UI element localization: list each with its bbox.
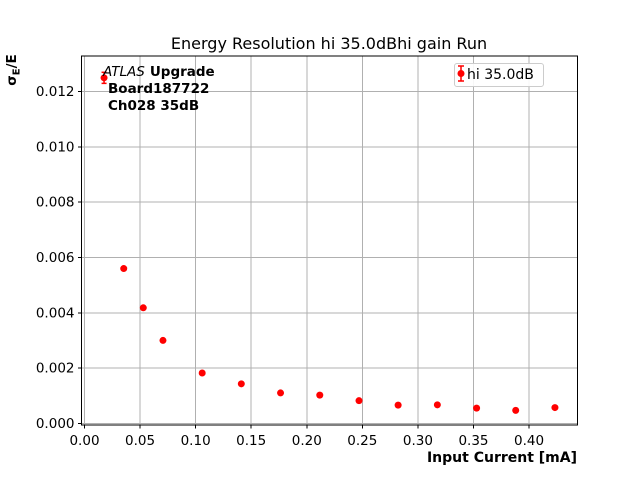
x-tick-label: 0.25 bbox=[347, 433, 377, 449]
y-axis-label-sigma: σ bbox=[4, 75, 20, 86]
data-point bbox=[139, 304, 147, 312]
annotation-atlas: ATLAS bbox=[103, 64, 145, 80]
x-axis-label: Input Current [mA] bbox=[426, 450, 577, 466]
x-tick-label: 0.10 bbox=[181, 433, 211, 449]
annotation-upgrade: Upgrade bbox=[149, 64, 215, 80]
y-tick-label: 0.010 bbox=[36, 139, 75, 155]
data-point bbox=[355, 397, 363, 405]
annotation-line-1: ATLAS Upgrade bbox=[103, 64, 215, 81]
data-point bbox=[159, 336, 167, 344]
data-point bbox=[551, 404, 559, 412]
y-axis-label-sub: E bbox=[11, 68, 23, 76]
x-tick-label: 0.30 bbox=[403, 433, 433, 449]
x-tick-label: 0.00 bbox=[69, 433, 99, 449]
annotation: ATLAS Upgrade Board187722 Ch028 35dB bbox=[103, 64, 215, 115]
y-tick-label: 0.012 bbox=[36, 84, 75, 100]
x-tick-label: 0.40 bbox=[514, 433, 544, 449]
y-tick-label: 0.004 bbox=[36, 305, 75, 321]
y-tick-label: 0.002 bbox=[36, 361, 75, 377]
data-point bbox=[120, 265, 128, 273]
y-tick-label: 0.008 bbox=[36, 195, 75, 211]
data-point bbox=[277, 389, 285, 397]
legend: hi 35.0dB bbox=[454, 63, 544, 87]
data-point bbox=[512, 406, 520, 414]
data-point bbox=[473, 404, 481, 412]
y-tick-label: 0.006 bbox=[36, 250, 75, 266]
annotation-line-3: Ch028 35dB bbox=[108, 98, 200, 114]
data-point bbox=[237, 380, 245, 388]
data-point bbox=[100, 74, 108, 82]
errorbar-marker-icon bbox=[457, 65, 465, 82]
y-axis-label-rest: /E bbox=[4, 54, 20, 69]
data-point bbox=[394, 401, 402, 409]
x-tick-label: 0.20 bbox=[292, 433, 322, 449]
data-point bbox=[198, 369, 206, 377]
data-point bbox=[316, 391, 324, 399]
annotation-line-2: Board187722 bbox=[108, 81, 210, 97]
axes-frame bbox=[81, 55, 578, 426]
x-tick-label: 0.05 bbox=[125, 433, 155, 449]
x-tick-label: 0.15 bbox=[236, 433, 266, 449]
chart-title: Energy Resolution hi 35.0dBhi gain Run bbox=[170, 34, 488, 53]
y-axis-label: σE/E bbox=[4, 39, 23, 101]
data-point bbox=[433, 401, 441, 409]
y-tick-label: 0.000 bbox=[36, 416, 75, 432]
x-tick-label: 0.35 bbox=[458, 433, 488, 449]
legend-label: hi 35.0dB bbox=[467, 67, 534, 83]
